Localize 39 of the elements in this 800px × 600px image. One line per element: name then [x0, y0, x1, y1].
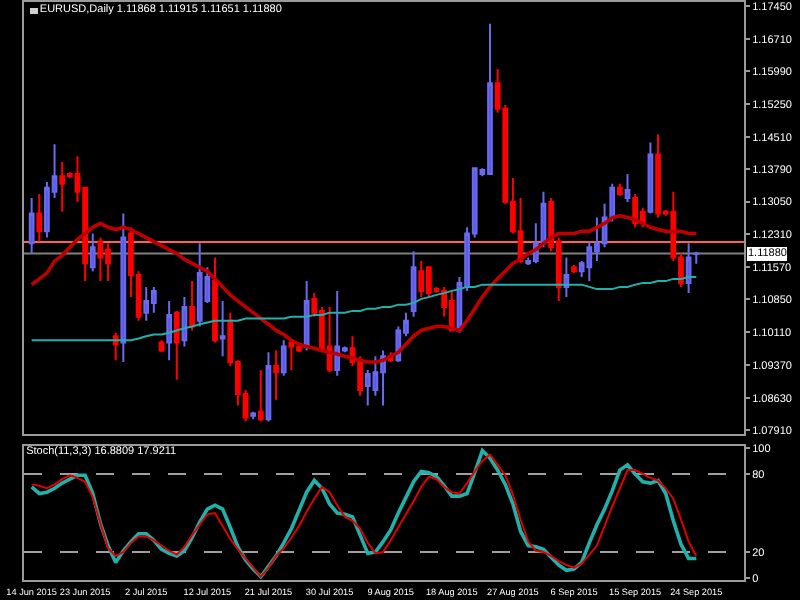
candlestick	[647, 141, 654, 215]
candlestick	[273, 349, 279, 401]
candlestick	[166, 300, 173, 362]
line-series	[30, 276, 698, 342]
candlestick	[105, 242, 111, 283]
candlestick	[571, 264, 577, 275]
candlestick	[326, 305, 333, 374]
candlestick	[219, 300, 226, 358]
candlestick	[143, 285, 150, 322]
candlestick	[265, 351, 272, 423]
candlestick	[418, 260, 425, 299]
candlestick	[97, 236, 104, 283]
candlestick	[151, 285, 157, 314]
candlestick	[112, 331, 119, 362]
candlestick	[89, 232, 96, 273]
candlestick	[28, 197, 35, 255]
candlestick	[288, 339, 295, 371]
candlestick	[212, 256, 218, 344]
candlestick	[36, 193, 43, 243]
candlestick	[380, 349, 386, 407]
candlestick	[617, 182, 623, 197]
candlestick	[410, 250, 417, 318]
candlestick	[173, 309, 180, 381]
candlestick	[334, 289, 341, 377]
candlestick	[280, 339, 287, 377]
candlestick	[303, 280, 310, 352]
candlestick	[487, 22, 493, 175]
candlestick	[250, 410, 257, 421]
candlestick	[563, 256, 570, 299]
candlestick	[257, 369, 264, 423]
candlestick	[189, 280, 195, 332]
candlestick	[655, 133, 661, 219]
line-series	[29, 213, 699, 364]
candlestick	[624, 173, 631, 203]
candlestick	[685, 242, 692, 295]
candlestick	[426, 266, 432, 299]
candlestick	[120, 212, 127, 363]
candlestick	[196, 242, 203, 328]
candlestick	[59, 161, 66, 213]
